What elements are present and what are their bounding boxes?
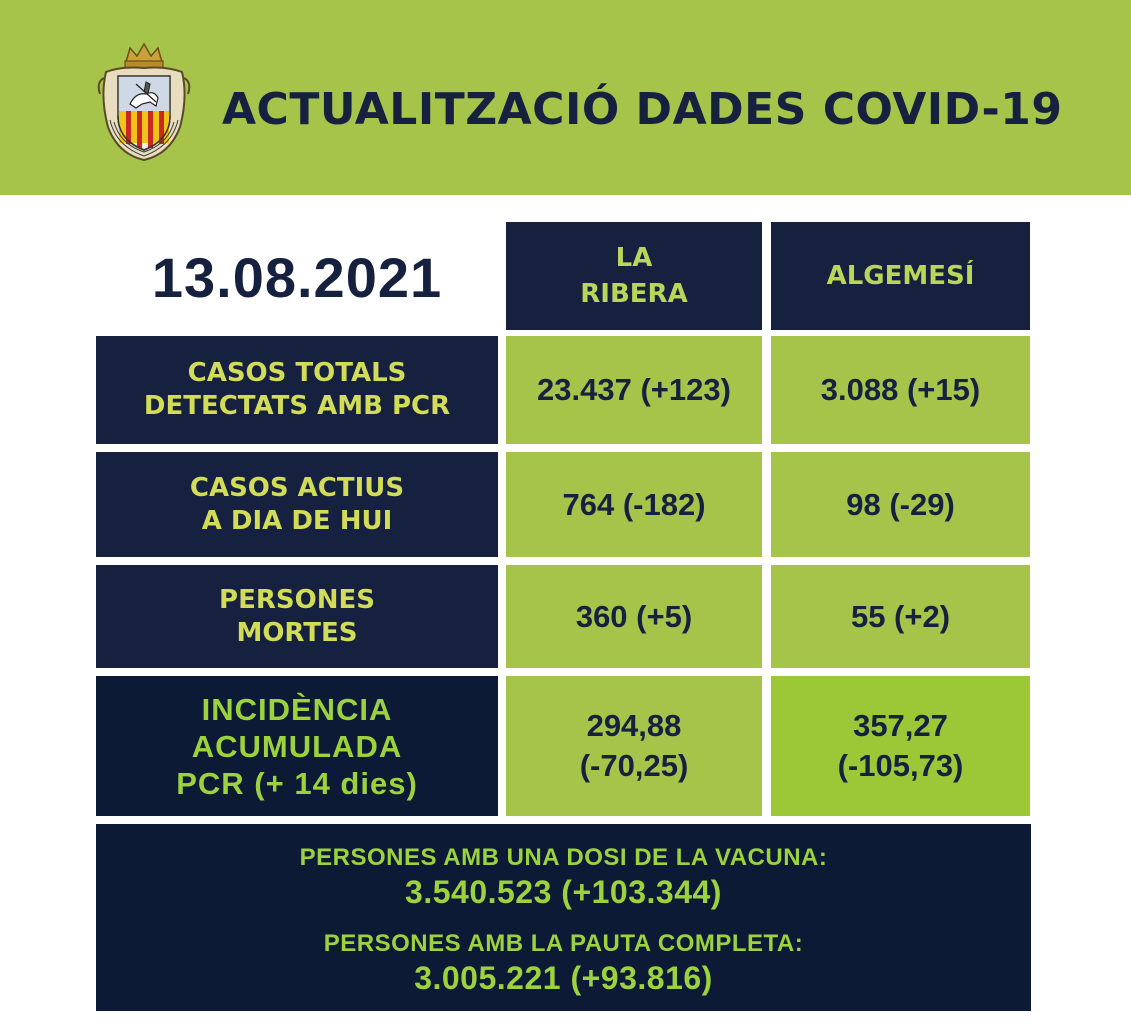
page-title: ACTUALITZACIÓ DADES COVID-19 xyxy=(222,84,1063,135)
row-label-deaths: PERSONES MORTES xyxy=(96,565,498,668)
vaccination-panel: PERSONES AMB UNA DOSI DE LA VACUNA: 3.54… xyxy=(96,824,1031,1011)
full-schedule-value: 3.005.221 (+93.816) xyxy=(414,960,713,996)
value-ribera-incidence: 294,88 (-70,25) xyxy=(506,676,762,816)
column-header-algemesi: ALGEMESÍ xyxy=(771,222,1030,330)
row-label-active-cases: CASOS ACTIUS A DIA DE HUI xyxy=(96,452,498,557)
header-banner: ACTUALITZACIÓ DADES COVID-19 xyxy=(0,0,1131,195)
value-ribera-active-cases: 764 (-182) xyxy=(506,452,762,557)
report-date: 13.08.2021 xyxy=(151,245,443,309)
value-algemesi-total-cases: 3.088 (+15) xyxy=(771,336,1030,444)
row-label-total-cases: CASOS TOTALS DETECTATS AMB PCR xyxy=(96,336,498,444)
row-label-incidence: INCIDÈNCIA ACUMULADA PCR (+ 14 dies) xyxy=(96,676,498,816)
coat-of-arms-icon xyxy=(97,42,191,162)
value-ribera-total-cases: 23.437 (+123) xyxy=(506,336,762,444)
value-algemesi-deaths: 55 (+2) xyxy=(771,565,1030,668)
value-algemesi-incidence: 357,27 (-105,73) xyxy=(771,676,1030,816)
full-schedule-label: PERSONES AMB LA PAUTA COMPLETA: xyxy=(323,930,804,957)
one-dose-label: PERSONES AMB UNA DOSI DE LA VACUNA: xyxy=(299,844,828,871)
value-ribera-deaths: 360 (+5) xyxy=(506,565,762,668)
column-header-la-ribera: LA RIBERA xyxy=(506,222,762,330)
value-algemesi-active-cases: 98 (-29) xyxy=(771,452,1030,557)
one-dose-value: 3.540.523 (+103.344) xyxy=(405,874,722,910)
